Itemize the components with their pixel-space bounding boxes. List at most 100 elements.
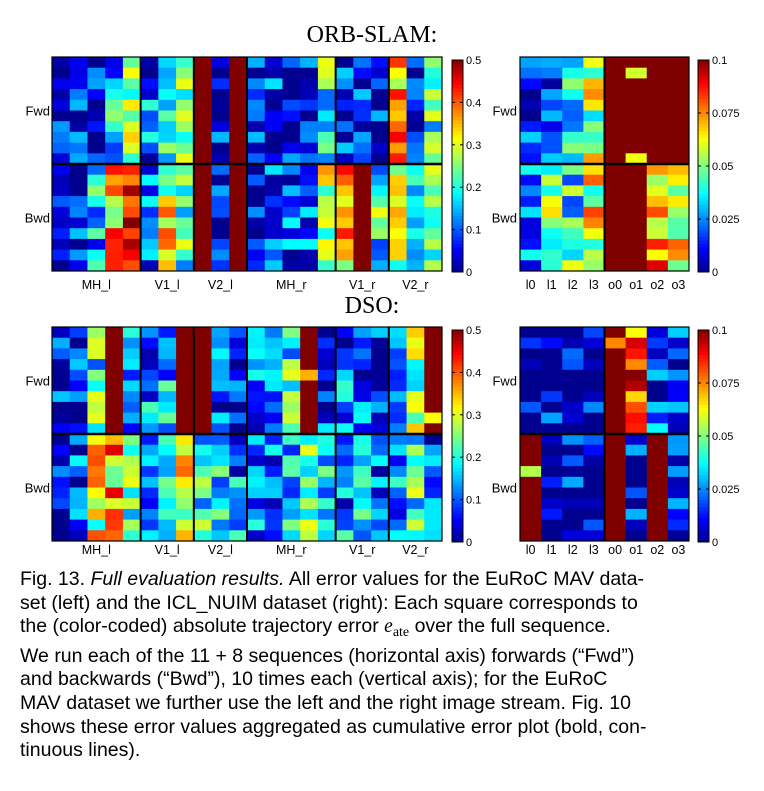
heatmap-cell [69, 78, 88, 90]
colorbar-segment [452, 524, 463, 529]
heatmap-cell [406, 519, 425, 531]
colorbar-segment [698, 510, 709, 515]
heatmap-cell [264, 466, 283, 478]
heatmap-cell [317, 412, 337, 424]
heatmap-cell [625, 196, 648, 208]
heatmap-cell [388, 153, 407, 165]
colorbar-segment [698, 137, 709, 142]
heatmap-cell [335, 99, 354, 111]
heatmap-cell [52, 260, 71, 272]
colorbar-segment [698, 194, 709, 199]
colorbar-segment [698, 151, 709, 156]
heatmap-cell [406, 434, 425, 446]
colorbar-tick-label: 0.025 [712, 214, 740, 226]
colorbar-segment [698, 418, 709, 423]
heatmap-cell [176, 196, 195, 208]
heatmap-cell [562, 487, 584, 499]
colorbar-segment [698, 243, 709, 248]
heatmap-cell [562, 228, 584, 240]
heatmap-cell [282, 327, 301, 339]
colorbar-tick-label: 0.075 [712, 108, 740, 120]
caption-title: Full evaluation results. [90, 568, 285, 590]
heatmap-cell [122, 434, 142, 446]
heatmap-cell [424, 196, 443, 208]
x-tick-label: V1_r [349, 278, 375, 292]
heatmap-cell [52, 89, 71, 101]
heatmap-cell [371, 228, 390, 240]
heatmap-cell [541, 508, 563, 520]
colorbar-segment [698, 464, 709, 469]
heatmap-cell [583, 423, 605, 435]
heatmap-cell [52, 131, 71, 143]
heatmap-cell [105, 174, 124, 186]
heatmap-cell [317, 142, 337, 154]
colorbar-segment [698, 513, 709, 518]
heatmap-cell [353, 153, 372, 165]
heatmap-cell [667, 498, 690, 510]
heatmap-cell [52, 359, 71, 371]
heatmap-cell [406, 530, 425, 542]
heatmap-cell [282, 131, 301, 143]
heatmap-cell [335, 110, 354, 122]
heatmap-cell [317, 99, 337, 111]
heatmap-cell [229, 369, 248, 381]
heatmap-cell [667, 530, 690, 542]
caption-line-6: MAV dataset we further use the left and … [20, 691, 631, 714]
heatmap-cell [406, 508, 425, 520]
heatmap-cell [247, 369, 266, 381]
colorbar-segment [698, 268, 709, 273]
heatmap-cell [646, 348, 669, 360]
heatmap-cell [667, 487, 690, 499]
heatmap-cell [625, 444, 648, 456]
heatmap-cell [140, 78, 159, 90]
heatmap-cell [406, 391, 425, 403]
heatmap-cell [388, 380, 407, 392]
heatmap-cell [562, 238, 584, 250]
heatmap-cell [604, 206, 627, 218]
heatmap-cell [335, 217, 354, 229]
heatmap-cell [282, 508, 301, 520]
colorbar-segment [698, 478, 709, 483]
heatmap-cell [264, 217, 283, 229]
heatmap-cell [140, 238, 159, 250]
heatmap-cell [87, 455, 106, 467]
heatmap-cell [625, 530, 648, 542]
x-tick-label: MH_r [276, 543, 307, 557]
heatmap-cell [140, 444, 159, 456]
heatmap-cell [140, 196, 159, 208]
heatmap-cell [583, 238, 605, 250]
heatmap-cell [388, 498, 407, 510]
heatmap-cell [541, 164, 563, 176]
heatmap-cell [406, 444, 425, 456]
heatmap-cell [625, 476, 648, 488]
heatmap-cell [371, 455, 390, 467]
heatmap-frame [519, 56, 690, 272]
heatmap-cell [69, 121, 88, 133]
heatmap-cell [520, 380, 542, 392]
heatmap-cell [87, 487, 106, 499]
heatmap-cell [282, 530, 301, 542]
heatmap-cell [229, 412, 248, 424]
heatmap-cell [424, 217, 443, 229]
x-tick-label: MH_r [276, 278, 307, 292]
heatmap-cell [625, 238, 648, 250]
colorbar-segment [452, 84, 463, 89]
heatmap-cell [87, 131, 106, 143]
heatmap-cell [52, 466, 71, 478]
heatmap-cell [247, 508, 266, 520]
heatmap-cell [300, 174, 319, 186]
heatmap-cell [282, 228, 301, 240]
heatmap-cell [562, 249, 584, 261]
heatmap-cell [87, 185, 106, 197]
heatmap-cell [353, 359, 372, 371]
heatmap-cell [371, 164, 390, 176]
heatmap-cell [646, 89, 669, 101]
heatmap-cell [625, 508, 648, 520]
x-tick-label: o0 [608, 543, 622, 557]
heatmap-cell [140, 260, 159, 272]
colorbar-segment [698, 257, 709, 262]
heatmap-cell [562, 530, 584, 542]
heatmap-cell [176, 519, 195, 531]
heatmap-cell [371, 110, 390, 122]
colorbar-segment [698, 432, 709, 437]
